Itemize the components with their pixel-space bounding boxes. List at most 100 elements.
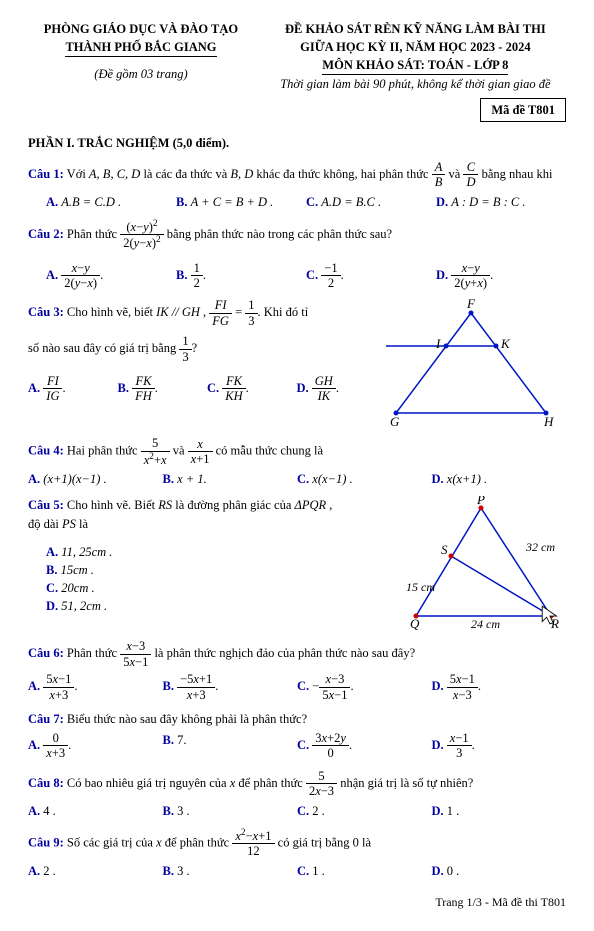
q3-td: số nào sau đây có giá trị bằng (28, 341, 179, 355)
q3b-l: B. (118, 381, 129, 395)
q7b: 7. (177, 733, 186, 747)
q8a-l: A. (28, 804, 40, 818)
q3-options: A. FIIG. B. FKFH. C. FKKH. D. GHIK. (28, 374, 386, 404)
q2-main-frac: (x−y)22(y−x)2 (120, 219, 163, 251)
q3c-l: C. (207, 381, 219, 395)
q8d: 1 . (447, 804, 460, 818)
exam-title-2: GIỮA HỌC KỲ II, NĂM HỌC 2023 - 2024 (265, 38, 566, 56)
q1d: A : D = B : C . (451, 195, 525, 209)
org-line-1: PHÒNG GIÁO DỤC VÀ ĐÀO TẠO (28, 20, 254, 38)
q3a: FIIG (43, 374, 62, 404)
q5-text: Câu 5: Cho hình vẽ. Biết RS là đường phâ… (28, 496, 386, 631)
svg-text:24 cm: 24 cm (471, 617, 500, 631)
q7c-l: C. (297, 738, 309, 752)
q4-fr1: 5x2+x (141, 436, 170, 467)
triangle-fgh-icon: F I K G H (386, 298, 556, 428)
q6b: −5x+1x+3 (177, 672, 215, 702)
q4b-l: B. (163, 472, 174, 486)
q3-fr2: 13 (245, 298, 257, 328)
q1a: A.B = C.D . (61, 195, 121, 209)
q6d: 5x−1x−3 (447, 672, 478, 702)
q8c-l: C. (297, 804, 309, 818)
q9-options: A. 2 . B. 3 . C. 1 . D. 0 . (28, 862, 566, 880)
q7-ta: Biểu thức nào sau đây không phải là phân… (64, 712, 307, 726)
q8-tb: để phân thức (235, 776, 306, 790)
q8-tc: nhận giá trị là số tự nhiên? (340, 776, 473, 790)
q4a-l: A. (28, 472, 40, 486)
org-city: THÀNH PHỐ BẮC GIANG (65, 38, 216, 57)
q9-tc: có giá trị bằng (278, 835, 353, 849)
q8-label: Câu 8: (28, 776, 64, 790)
q2a-l: A. (46, 267, 58, 281)
q5-rs: RS (158, 498, 172, 512)
q5-ta: Cho hình vẽ. Biết (64, 498, 158, 512)
question-2: Câu 2: Phân thức (x−y)22(y−x)2 bằng phân… (28, 219, 566, 291)
question-6: Câu 6: Phân thức x−35x−1 là phân thức ng… (28, 639, 566, 702)
subject-inner: MÔN KHẢO SÁT: TOÁN - LỚP 8 (322, 56, 508, 75)
q1c: A.D = B.C . (321, 195, 381, 209)
page-footer: Trang 1/3 - Mã đề thi T801 (28, 894, 566, 911)
q9-td: là (359, 835, 371, 849)
q1-and: và (449, 167, 464, 181)
q4d-l: D. (432, 472, 444, 486)
q1a-l: A. (46, 195, 58, 209)
q5c: 20cm . (61, 581, 94, 595)
q5-tb: là đường phân giác của (172, 498, 294, 512)
q3a-l: A. (28, 381, 40, 395)
q7-label: Câu 7: (28, 712, 64, 726)
q6-fr: x−35x−1 (120, 639, 151, 669)
q3b: FKFH (132, 374, 155, 404)
q9-ta: Số các giá trị của (64, 835, 156, 849)
q5-label: Câu 5: (28, 498, 64, 512)
q2b-l: B. (176, 267, 187, 281)
q8-ta: Có bao nhiêu giá trị nguyên của (64, 776, 230, 790)
q6d-l: D. (432, 679, 444, 693)
q4c-l: C. (297, 472, 309, 486)
question-8: Câu 8: Có bao nhiêu giá trị nguyên của x… (28, 769, 566, 820)
q3-te: ? (192, 341, 198, 355)
q2d: x−y2(y+x) (451, 261, 490, 291)
q8-fr: 52x−3 (306, 769, 337, 799)
q5d: 51, 2cm . (61, 599, 107, 613)
frac-a-b: AB (432, 160, 446, 190)
q1-bd: B, D (230, 167, 253, 181)
page-count: (Đề gồm 03 trang) (28, 65, 254, 83)
q6c-l: C. (297, 679, 309, 693)
q3d: GHIK (312, 374, 336, 404)
q1-label: Câu 1: (28, 167, 64, 181)
q1b: A + C = B + D . (191, 195, 274, 209)
q4d: x(x+1) . (447, 472, 487, 486)
svg-text:H: H (543, 414, 554, 428)
triangle-pqr-icon: P S Q R 32 cm 15 cm 24 cm (386, 496, 566, 631)
q9d-l: D. (432, 864, 444, 878)
q8b-l: B. (163, 804, 174, 818)
svg-text:15 cm: 15 cm (406, 580, 435, 594)
frac-c-d: CD (463, 160, 478, 190)
q3-ta: Cho hình vẽ, biết (64, 305, 156, 319)
question-7: Câu 7: Biểu thức nào sau đây không phải … (28, 710, 566, 761)
q9b: 3 . (177, 864, 190, 878)
q5-options: A. 11, 25cm . B. 15cm . C. 20cm . D. 51,… (46, 543, 386, 616)
q4-and: và (173, 444, 188, 458)
q8d-l: D. (432, 804, 444, 818)
q2c-l: C. (306, 267, 318, 281)
q1c-l: C. (306, 195, 318, 209)
q2a: x−y2(y−x) (61, 261, 100, 291)
q3d-l: D. (297, 381, 309, 395)
q1-td: bằng nhau khi (482, 167, 553, 181)
q1-ta: Với (64, 167, 89, 181)
q3-line2: số nào sau đây có giá trị bằng 13? (28, 334, 386, 364)
q3-label: Câu 3: (28, 305, 64, 319)
svg-text:32 cm: 32 cm (525, 540, 555, 554)
q6c: x−35x−1 (319, 672, 350, 702)
q4b: x + 1. (177, 472, 207, 486)
q2-label: Câu 2: (28, 227, 64, 241)
q4-tb: có mẫu thức chung là (216, 444, 323, 458)
q2-tb: bằng phân thức nào trong các phân thức s… (167, 227, 392, 241)
q9-label: Câu 9: (28, 835, 64, 849)
q6-label: Câu 6: (28, 646, 64, 660)
q5-td: độ dài (28, 517, 62, 531)
q1-tc: khác đa thức không, hai phân thức (253, 167, 431, 181)
q6-options: A. 5x−1x+3. B. −5x+1x+3. C. −x−35x−1. D.… (28, 672, 566, 702)
q8-options: A. 4 . B. 3 . C. 2 . D. 1 . (28, 802, 566, 820)
